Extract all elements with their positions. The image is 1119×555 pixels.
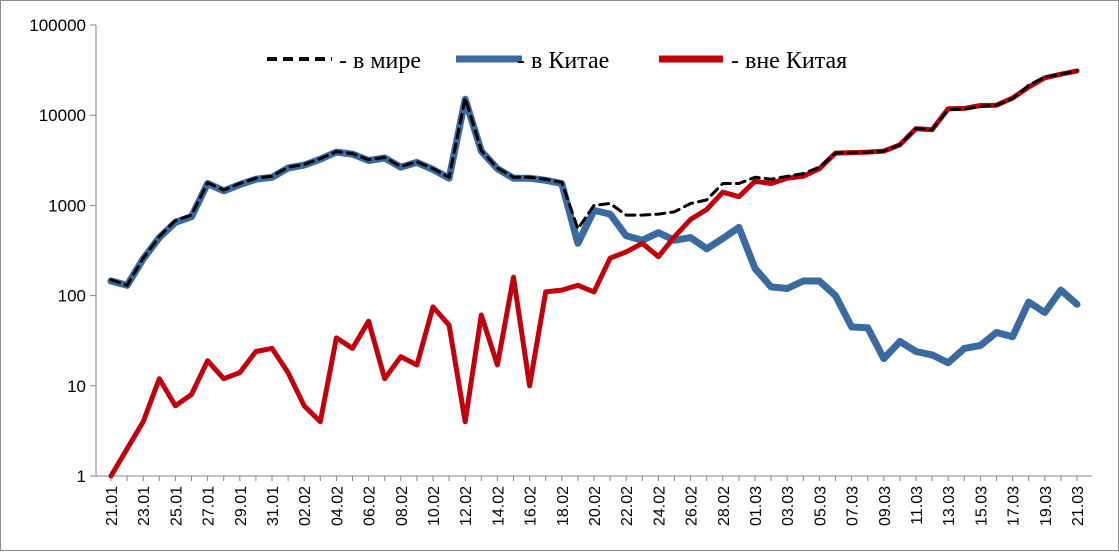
y-tick-label: 1 <box>77 467 86 486</box>
x-tick-label: 14.02 <box>490 486 507 526</box>
x-tick-label: 15.03 <box>973 486 990 526</box>
x-tick-label: 03.03 <box>780 486 797 526</box>
series-lines <box>107 68 1081 479</box>
series-line-china <box>107 95 1081 367</box>
series-line-world <box>109 69 1079 287</box>
x-axis-ticks: 21.01 23.01 25.01 27.01 29.01 31.01 02.02 04.02… <box>104 476 1087 526</box>
x-tick-label: 08.02 <box>394 486 411 526</box>
legend-label-world: - в мире <box>339 48 421 74</box>
y-tick-label: 100 <box>58 287 86 306</box>
x-tick-label: 25.01 <box>168 486 185 526</box>
legend-label-china: - в Китае <box>517 48 609 74</box>
x-tick-label: 27.01 <box>201 486 218 526</box>
series-line-outside-china <box>108 68 1080 479</box>
y-tick-label: 100000 <box>29 16 86 35</box>
chart-axes <box>95 25 1092 477</box>
x-tick-label: 23.01 <box>136 486 153 526</box>
x-tick-label: 28.02 <box>716 486 733 526</box>
x-tick-label: 02.02 <box>297 486 314 526</box>
x-tick-label: 29.01 <box>233 486 250 526</box>
legend-label-outside-china: - вне Китая <box>731 48 847 74</box>
x-tick-label: 19.03 <box>1038 486 1055 526</box>
x-tick-label: 21.03 <box>1070 486 1087 526</box>
x-tick-label: 21.01 <box>104 486 121 526</box>
x-tick-label: 18.02 <box>555 486 572 526</box>
x-tick-label: 12.02 <box>458 486 475 526</box>
x-tick-label: 04.02 <box>329 486 346 526</box>
y-tick-label: 1000 <box>48 196 86 215</box>
x-tick-label: 06.02 <box>362 486 379 526</box>
x-tick-label: 13.03 <box>941 486 958 526</box>
x-tick-label: 10.02 <box>426 486 443 526</box>
x-tick-label: 01.03 <box>748 486 765 526</box>
x-tick-label: 31.01 <box>265 486 282 526</box>
x-tick-label: 20.02 <box>587 486 604 526</box>
y-tick-label: 10000 <box>39 106 86 125</box>
y-tick-label: 10 <box>67 377 86 396</box>
x-tick-label: 22.02 <box>619 486 636 526</box>
x-tick-label: 26.02 <box>684 486 701 526</box>
x-tick-label: 16.02 <box>523 486 540 526</box>
x-tick-label: 17.03 <box>1006 486 1023 526</box>
x-tick-label: 24.02 <box>651 486 668 526</box>
x-tick-label: 07.03 <box>845 486 862 526</box>
chart-legend: - в мире - в Китае - вне Китая <box>267 48 847 74</box>
x-tick-label: 09.03 <box>877 486 894 526</box>
y-axis-ticks: 1 10 100 1000 10000 100000 <box>29 16 96 486</box>
x-tick-label: 05.03 <box>812 486 829 526</box>
x-tick-label: 11.03 <box>909 486 926 525</box>
